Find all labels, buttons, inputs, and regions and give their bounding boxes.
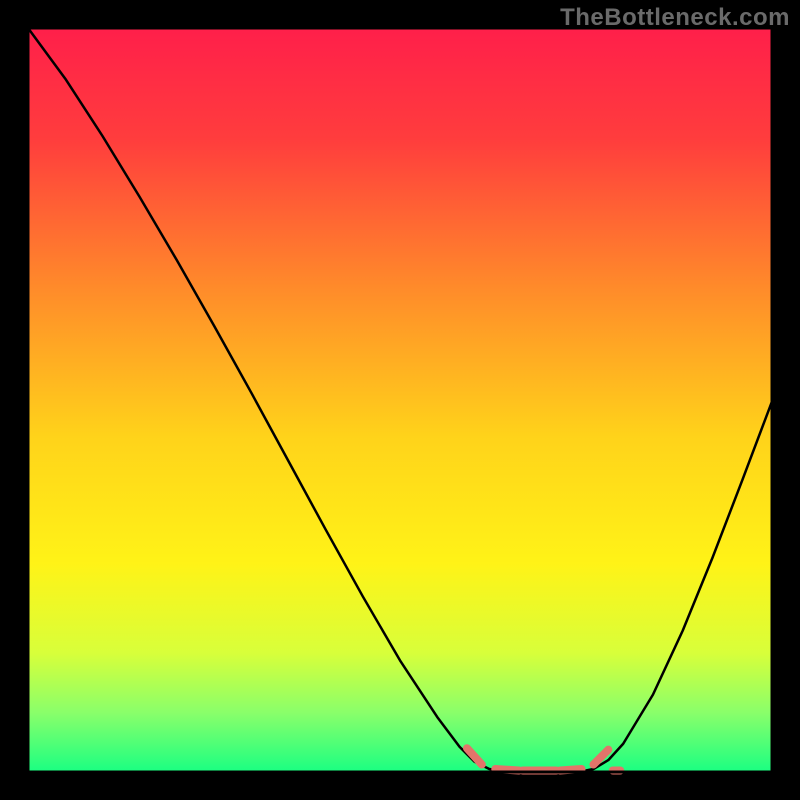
bottleneck-chart: TheBottleneck.com (0, 0, 800, 800)
valley-marker-segment (560, 769, 582, 770)
chart-svg (0, 0, 800, 800)
valley-marker-segment (495, 769, 519, 770)
watermark-label: TheBottleneck.com (560, 4, 790, 32)
